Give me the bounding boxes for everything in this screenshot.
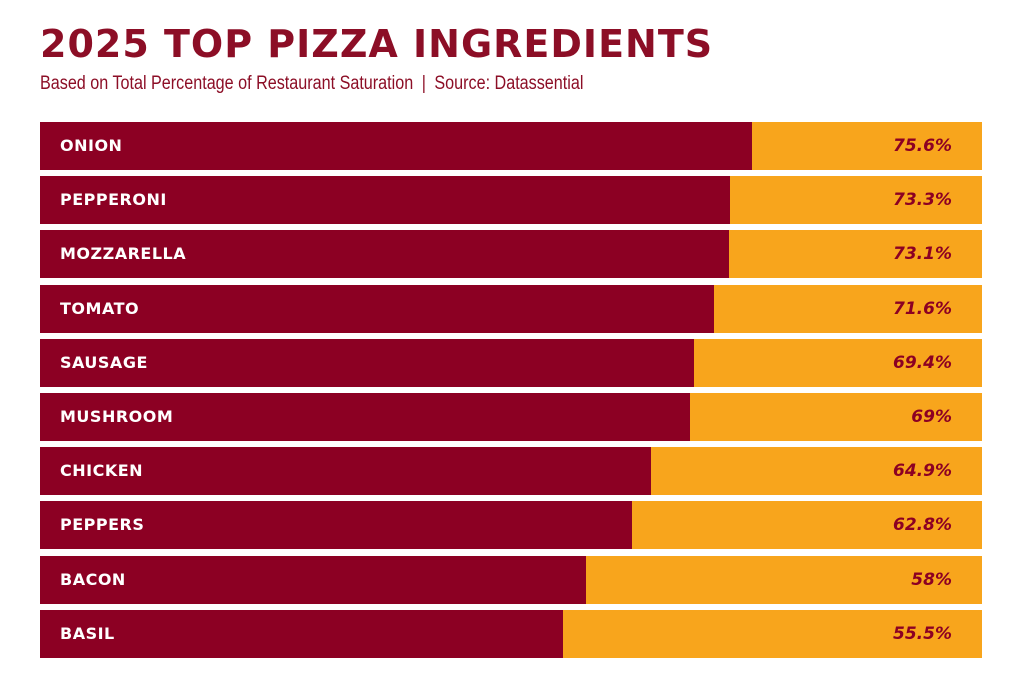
bar-value-mushroom: 69% <box>911 407 952 427</box>
bar-value-basil: 55.5% <box>893 623 952 644</box>
bar-row-onion: ONION 75.6% <box>40 122 982 170</box>
bar-label-onion: ONION <box>60 136 123 155</box>
bar-label-mushroom: MUSHROOM <box>60 407 174 426</box>
bar-value-bacon: 58% <box>911 569 952 590</box>
bar-label-bacon: BACON <box>60 569 126 589</box>
bar-chicken <box>40 447 652 496</box>
bar-value-pepperoni: 73.3% <box>893 190 952 211</box>
bar-value-sausage: 69.4% <box>893 352 952 373</box>
bar-row-tomato: TOMATO 71.6% <box>40 284 982 333</box>
subtitle-separator: | <box>421 73 426 94</box>
bar-value-onion: 75.6% <box>893 136 952 156</box>
bar-tomato <box>40 284 715 333</box>
bar-peppers <box>40 501 632 550</box>
bar-row-sausage: SAUSAGE 69.4% <box>40 338 982 387</box>
bar-value-mozzarella: 73.1% <box>893 244 952 265</box>
bar-onion <box>40 122 753 170</box>
chart-subtitle: Based on Total Percentage of Restaurant … <box>40 72 583 96</box>
bar-chart: ONION 75.6% PEPPERONI 73.3% MOZZARELLA 73.1% T… <box>40 122 982 658</box>
bar-bacon <box>40 555 587 604</box>
bar-label-peppers: PEPPERS <box>60 515 145 535</box>
bar-row-mushroom: MUSHROOM 69% <box>40 393 982 441</box>
bar-value-peppers: 62.8% <box>893 515 952 536</box>
bar-mushroom <box>40 393 690 441</box>
bar-label-chicken: CHICKEN <box>60 461 144 481</box>
bar-label-sausage: SAUSAGE <box>60 352 148 372</box>
bar-pepperoni <box>40 176 731 225</box>
bar-mozzarella <box>40 230 729 279</box>
subtitle-text: Based on Total Percentage of Restaurant … <box>40 73 414 94</box>
bar-row-peppers: PEPPERS 62.8% <box>40 501 982 550</box>
bar-row-bacon: BACON 58% <box>40 555 982 604</box>
source-text: Source: Datassential <box>434 73 584 94</box>
bar-row-basil: BASIL 55.5% <box>40 609 982 658</box>
bar-row-mozzarella: MOZZARELLA 73.1% <box>40 230 982 279</box>
bar-row-pepperoni: PEPPERONI 73.3% <box>40 176 982 225</box>
bar-value-chicken: 64.9% <box>893 461 952 482</box>
chart-title: 2025 TOP PIZZA INGREDIENTS <box>40 22 714 66</box>
bar-basil <box>40 609 563 658</box>
bar-label-tomato: TOMATO <box>60 298 140 318</box>
bar-label-mozzarella: MOZZARELLA <box>60 244 187 264</box>
bar-row-chicken: CHICKEN 64.9% <box>40 447 982 496</box>
bar-label-basil: BASIL <box>60 623 115 643</box>
bar-value-tomato: 71.6% <box>893 298 952 319</box>
bar-sausage <box>40 338 694 387</box>
bar-label-pepperoni: PEPPERONI <box>60 190 167 210</box>
